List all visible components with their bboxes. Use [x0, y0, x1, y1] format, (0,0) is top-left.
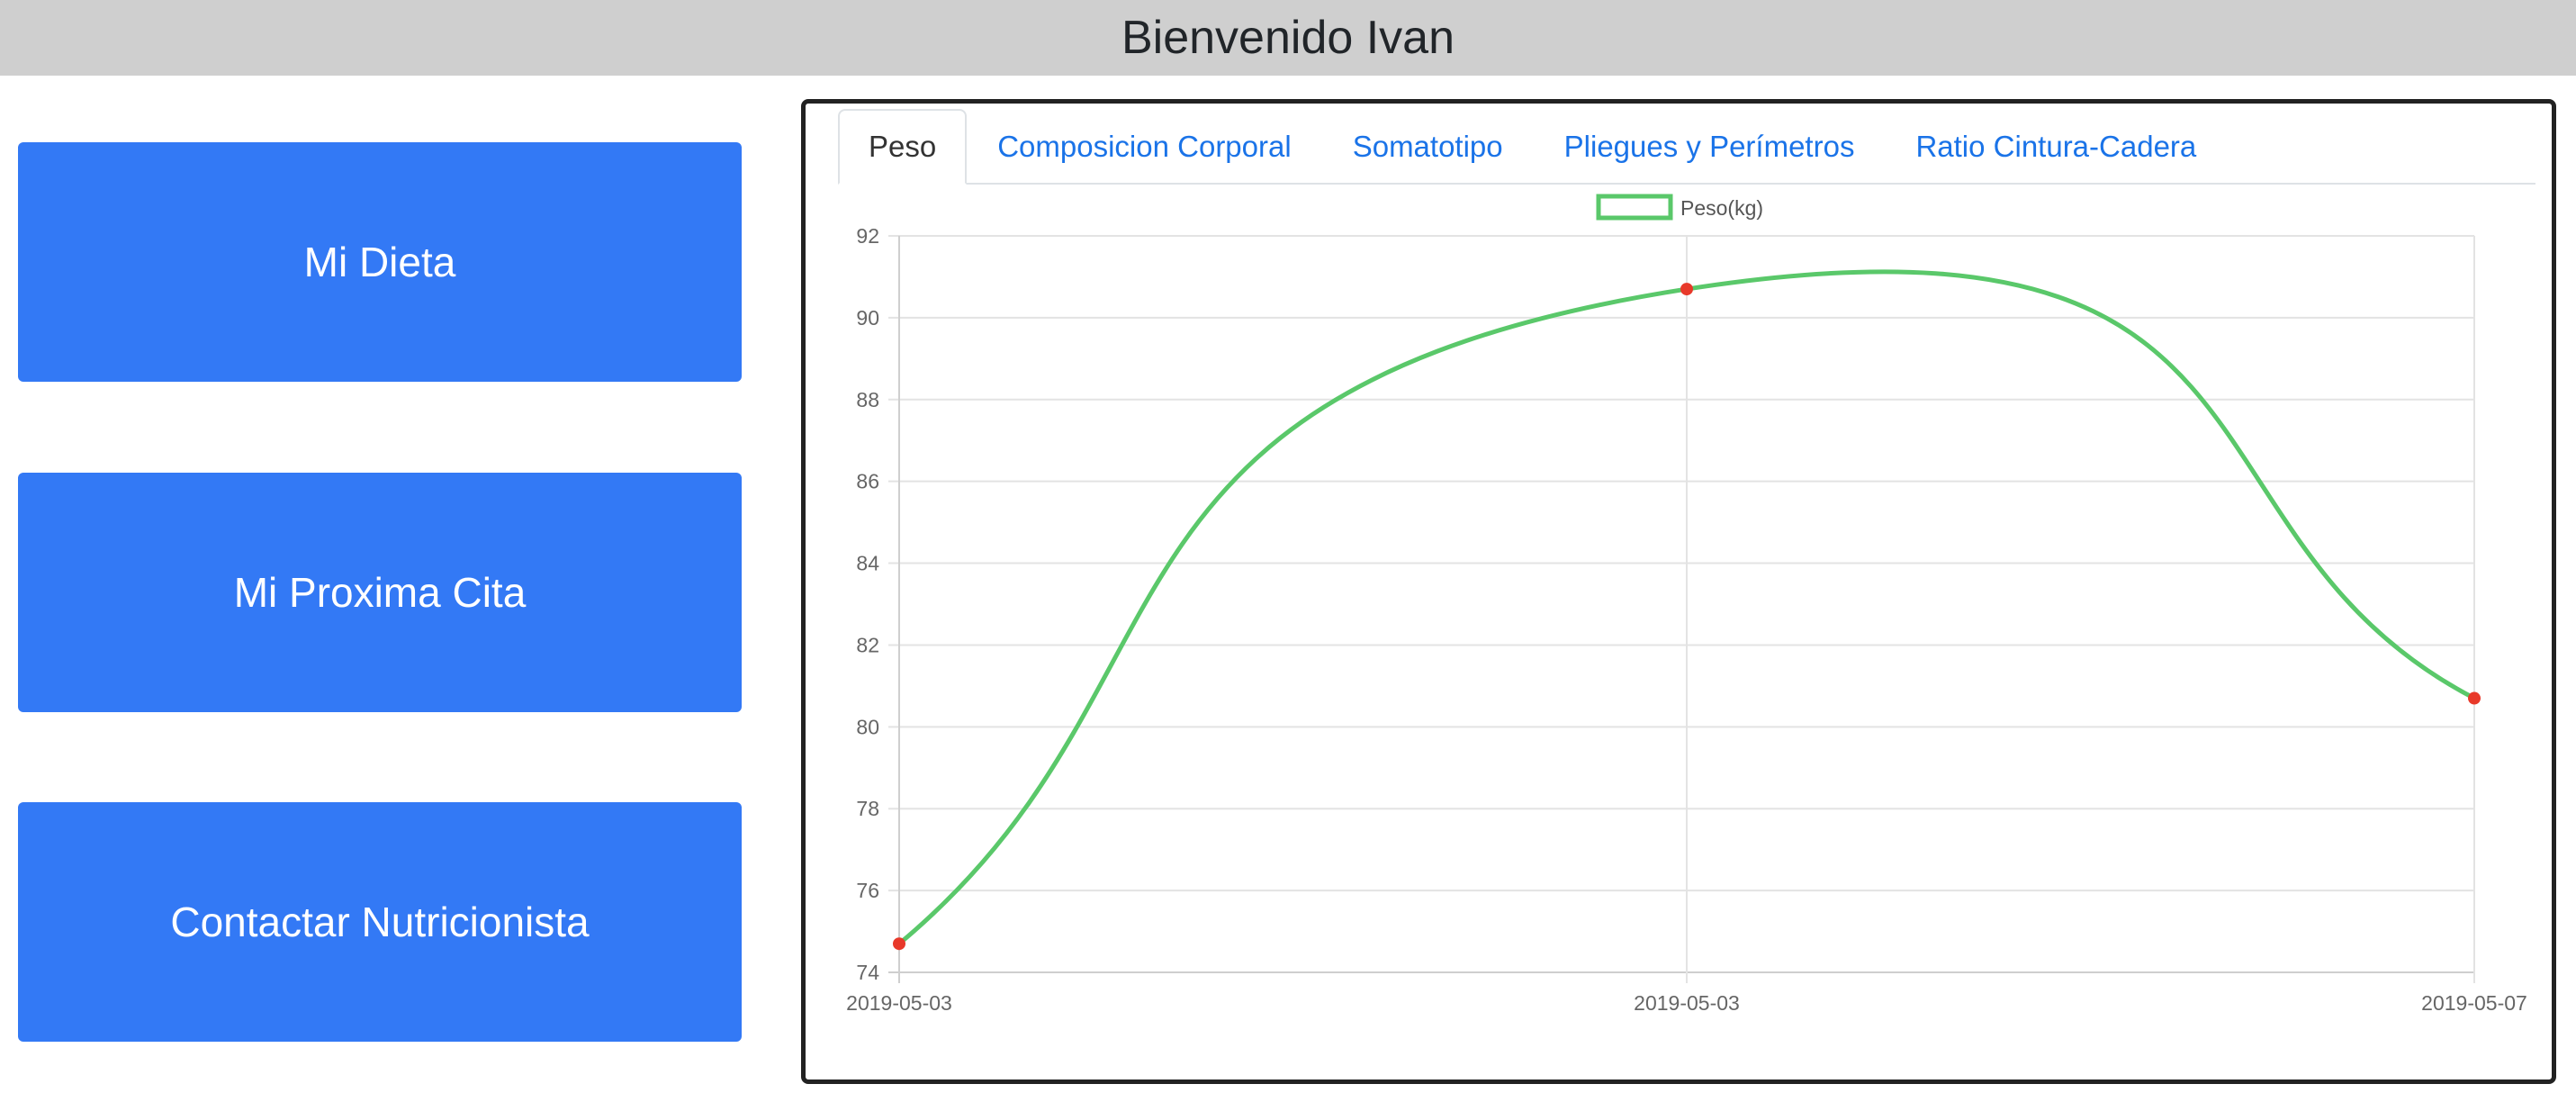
y-tick-label: 74 [856, 961, 879, 984]
chart-panel: Peso Composicion Corporal Somatotipo Pli… [801, 99, 2556, 1084]
chart-axes: 74 76 78 80 82 84 86 88 90 92 2019-05-03 2019-05-03… [846, 224, 2527, 1015]
y-tick-label: 76 [856, 879, 879, 902]
tab-pliegues-perimetros[interactable]: Pliegues y Perímetros [1563, 130, 1855, 163]
peso-data-point [893, 937, 905, 951]
peso-line-chart: 74 76 78 80 82 84 86 88 90 92 2019-05-03 2019-05-03… [846, 194, 2527, 1015]
peso-data-point [1680, 283, 1693, 296]
tab-ratio-cintura-cadera[interactable]: Ratio Cintura-Cadera [1915, 130, 2197, 163]
y-tick-label: 92 [856, 224, 879, 248]
y-tick-label: 80 [856, 715, 879, 738]
peso-data-point [2468, 691, 2481, 705]
y-tick-label: 82 [856, 633, 879, 656]
chart-tabs: Peso Composicion Corporal Somatotipo Pli… [838, 107, 2535, 185]
y-tick-label: 78 [856, 797, 879, 820]
y-tick-label: 86 [856, 470, 879, 493]
tab-composicion-corporal[interactable]: Composicion Corporal [997, 130, 1292, 163]
chart-series [893, 269, 2481, 951]
page-title: Bienvenido Ivan [1121, 12, 1455, 64]
contactar-nutricionista-button[interactable]: Contactar Nutricionista [18, 802, 742, 1042]
x-tick-label: 2019-05-07 [2421, 991, 2527, 1015]
mi-proxima-cita-button[interactable]: Mi Proxima Cita [18, 473, 742, 712]
chart-legend: Peso(kg) [1596, 194, 1763, 221]
x-tick-label: 2019-05-03 [846, 991, 952, 1015]
tab-peso[interactable]: Peso [838, 109, 968, 185]
y-tick-label: 88 [856, 388, 879, 411]
x-tick-label: 2019-05-03 [1634, 991, 1740, 1015]
y-tick-label: 90 [856, 306, 879, 330]
tab-somatotipo[interactable]: Somatotipo [1352, 130, 1503, 163]
chart-grid [888, 235, 2475, 983]
top-header-bar: Bienvenido Ivan [0, 0, 2576, 76]
legend-swatch [1596, 194, 1673, 221]
legend-label: Peso(kg) [1680, 196, 1763, 220]
mi-dieta-button[interactable]: Mi Dieta [18, 142, 742, 382]
y-tick-label: 84 [856, 552, 879, 575]
